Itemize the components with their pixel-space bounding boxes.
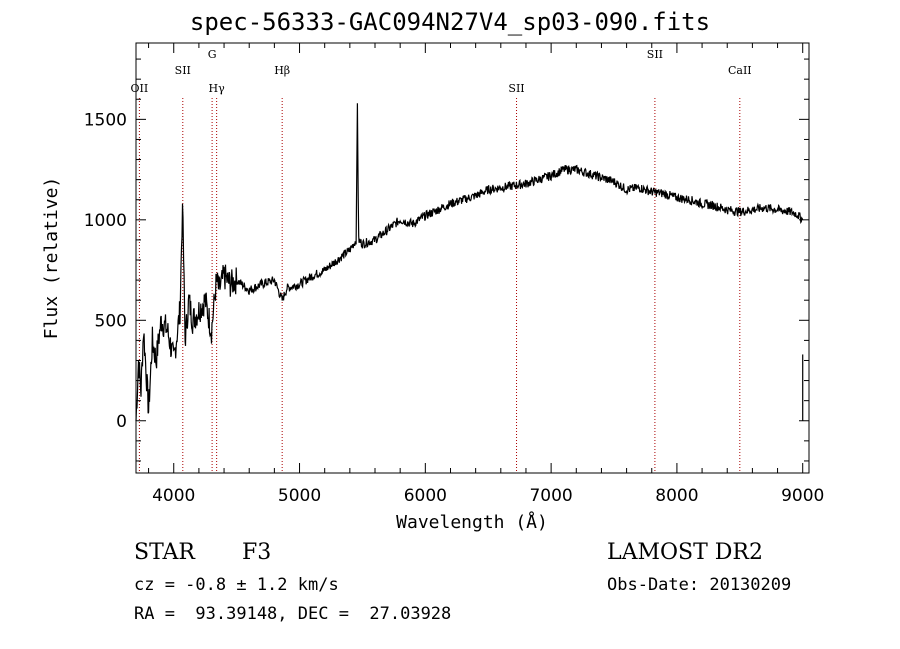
- x-tick-label: 6000: [404, 486, 447, 506]
- subclass-label: F3: [242, 540, 272, 565]
- cz-label: cz = -0.8 ± 1.2 km/s: [134, 575, 339, 595]
- chart-title: spec-56333-GAC094N27V4_sp03-090.fits: [189, 8, 711, 36]
- x-tick-label: 7000: [529, 486, 572, 506]
- emission-line-label: CaII: [728, 64, 752, 77]
- class-label: STAR: [134, 540, 195, 565]
- emission-line-label: G: [208, 48, 217, 61]
- emission-lines: OII SII G Hγ Hβ SII SII CaII: [131, 48, 752, 473]
- emission-line-label: SII: [508, 82, 524, 95]
- x-tick-label: 5000: [278, 486, 321, 506]
- spectrum-line: [135, 103, 804, 422]
- y-tick-label: 1000: [84, 211, 127, 231]
- y-tick-label: 500: [95, 311, 127, 331]
- x-tick-label: 9000: [781, 486, 824, 506]
- x-tick-label: 4000: [152, 486, 195, 506]
- emission-line-label: Hβ: [274, 64, 290, 77]
- y-axis-label: Flux (relative): [41, 177, 62, 340]
- y-tick-label: 1500: [84, 110, 127, 130]
- axis-ticks: 4000 5000 6000 7000 8000 9000 0 500 1000 1500: [84, 43, 824, 506]
- plot-frame: [135, 42, 810, 474]
- x-tick-label: 8000: [655, 486, 698, 506]
- x-axis-label: Wavelength (Å): [396, 511, 548, 533]
- survey-label: LAMOST DR2: [607, 540, 763, 565]
- emission-line-label: SII: [647, 48, 663, 61]
- radec-label: RA = 93.39148, DEC = 27.03928: [134, 604, 452, 624]
- emission-line-label: Hγ: [209, 82, 226, 95]
- obsdate-label: Obs-Date: 20130209: [607, 575, 792, 595]
- emission-line-label: OII: [131, 82, 149, 95]
- emission-line-label: SII: [175, 64, 191, 77]
- y-tick-label: 0: [116, 412, 127, 432]
